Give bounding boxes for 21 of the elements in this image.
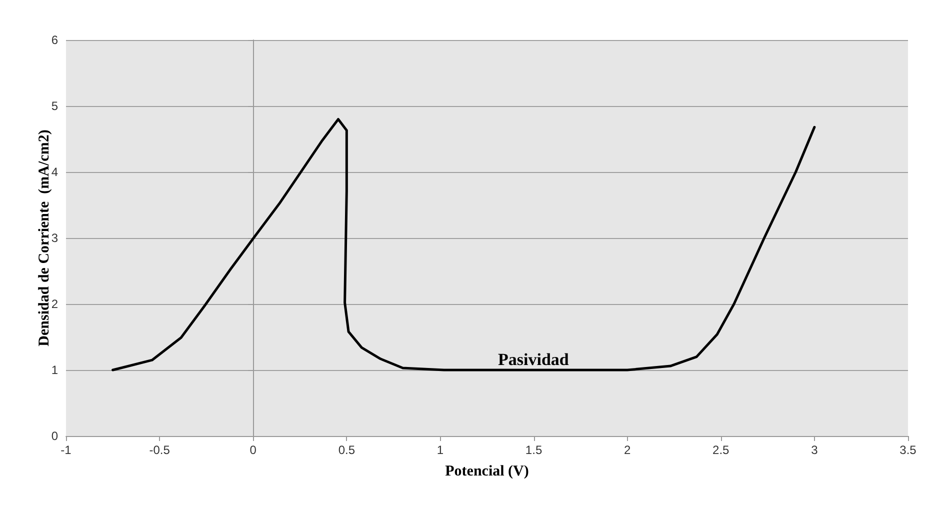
- x-tick-label: -0.5: [149, 443, 170, 457]
- x-tick-label: 3.5: [900, 443, 917, 457]
- x-tick-label: 0: [250, 443, 257, 457]
- y-tick-label: 4: [51, 165, 58, 179]
- y-tick-label: 3: [51, 231, 58, 245]
- y-tick-label: 1: [51, 363, 58, 377]
- x-tick-label: -1: [60, 443, 72, 457]
- x-tick-label: 1: [436, 443, 444, 457]
- x-tick-label: 1.5: [525, 443, 542, 457]
- y-tick-label: 6: [51, 33, 58, 47]
- y-tick-label: 0: [51, 429, 58, 443]
- y-tick-label: 5: [51, 99, 58, 113]
- line-series: [112, 118, 816, 372]
- x-tick-label: 2.5: [712, 443, 730, 457]
- y-tick-label: 2: [51, 297, 58, 311]
- x-axis-title: Potencial (V): [445, 464, 529, 480]
- y-axis-title: Densidad de Corriente (mA/cm2): [36, 130, 52, 346]
- annotation: Pasividad: [498, 350, 570, 369]
- x-tick-label: 2: [624, 443, 631, 457]
- x-tick-label: 3: [811, 443, 818, 457]
- x-tick-label: 0.5: [338, 443, 356, 457]
